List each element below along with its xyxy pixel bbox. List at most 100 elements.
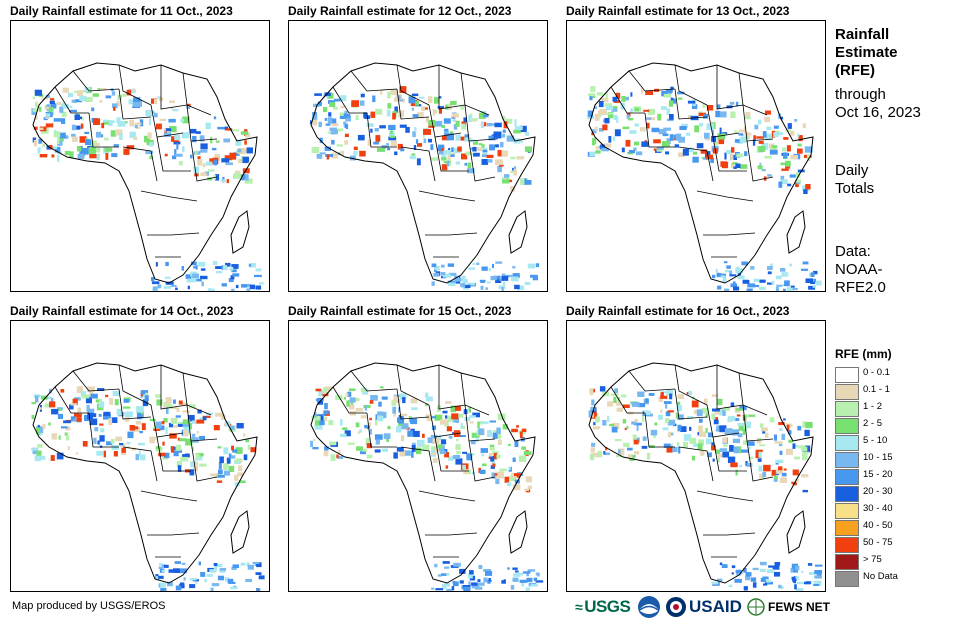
rain-cell	[760, 561, 767, 566]
rain-cell	[733, 447, 739, 454]
rain-cell	[42, 423, 46, 429]
rain-cell	[732, 438, 740, 444]
rain-cell	[363, 112, 368, 118]
rain-cell	[174, 134, 181, 141]
rain-cell	[51, 154, 55, 158]
rain-cell	[349, 155, 356, 161]
rain-cell	[195, 265, 198, 270]
rain-cell	[177, 437, 181, 441]
legend-swatch	[835, 503, 859, 519]
rain-cell	[735, 469, 738, 476]
rain-cell	[763, 464, 771, 472]
rainfall-map	[566, 320, 826, 592]
rain-cell	[57, 140, 63, 146]
rain-cell	[415, 139, 419, 144]
rain-cell	[602, 420, 607, 426]
legend-swatch	[835, 469, 859, 485]
rain-cell	[649, 445, 655, 448]
rain-cell	[641, 445, 648, 449]
rain-cell	[706, 123, 715, 130]
rain-cell	[181, 402, 188, 407]
rain-cell	[460, 422, 463, 429]
rain-cell	[794, 478, 799, 482]
rain-cell	[34, 89, 42, 96]
rain-cell	[425, 396, 433, 402]
rain-cell	[247, 564, 254, 570]
rain-cell	[445, 104, 450, 110]
rain-cell	[512, 484, 521, 491]
rain-cell	[687, 100, 696, 104]
rain-cell	[359, 429, 362, 433]
rain-cell	[394, 151, 398, 156]
rain-cell	[665, 151, 669, 155]
legend-label: 5 - 10	[863, 435, 888, 446]
rain-cell	[215, 140, 220, 143]
rain-cell	[795, 565, 800, 571]
rain-cell	[521, 582, 525, 587]
rain-cell	[618, 449, 621, 454]
rain-cell	[360, 415, 367, 419]
rain-cell	[745, 111, 751, 118]
rain-cell	[514, 284, 520, 290]
rain-cell	[792, 469, 799, 476]
rain-cell	[600, 144, 606, 150]
rain-cell	[247, 444, 251, 450]
rain-cell	[103, 119, 109, 123]
madagascar-outline	[230, 210, 250, 254]
rain-cell	[516, 285, 525, 291]
rain-cell	[349, 397, 356, 403]
rain-cell	[432, 109, 435, 116]
rain-cell	[236, 423, 244, 429]
rain-cell	[166, 581, 173, 587]
rain-cell	[139, 430, 143, 434]
rain-cell	[311, 119, 318, 126]
rain-cell	[611, 106, 618, 109]
rain-cell	[815, 564, 823, 567]
rain-cell	[639, 127, 646, 132]
rain-cell	[187, 415, 195, 422]
rain-cell	[602, 124, 608, 131]
legend-label: 50 - 75	[863, 537, 893, 548]
rain-cell	[151, 98, 157, 104]
rain-cell	[589, 388, 594, 396]
rain-cell	[805, 421, 813, 429]
rain-cell	[147, 132, 152, 139]
rain-cell	[367, 139, 371, 146]
legend-item: 15 - 20	[835, 467, 925, 485]
rain-cell	[519, 579, 528, 583]
rain-cell	[372, 95, 376, 103]
rain-cell	[124, 417, 130, 422]
rain-cell	[145, 110, 153, 117]
rain-cell	[717, 133, 726, 140]
rain-cell	[480, 285, 484, 290]
rain-cell	[123, 148, 130, 155]
rain-cell	[133, 426, 139, 430]
rain-cell	[370, 128, 373, 133]
rain-cell	[381, 411, 387, 419]
rain-cell	[246, 562, 250, 567]
rain-cell	[437, 444, 443, 449]
rain-cell	[129, 119, 135, 127]
rain-cell	[244, 178, 253, 184]
rain-cell	[438, 434, 442, 440]
rain-cell	[111, 153, 118, 158]
rain-cell	[443, 150, 451, 155]
country-border	[54, 386, 89, 414]
rain-cell	[510, 170, 517, 173]
rain-cell	[126, 442, 131, 445]
rain-cell	[481, 453, 484, 457]
rain-cell	[761, 427, 768, 432]
rain-cell	[468, 115, 472, 122]
rain-cell	[720, 275, 725, 278]
rain-cell	[210, 473, 218, 477]
rain-cell	[386, 143, 389, 148]
rain-cell	[211, 583, 220, 587]
rain-cell	[618, 448, 625, 456]
rain-cell	[774, 562, 781, 566]
rain-cell	[590, 447, 595, 453]
rain-cell	[519, 431, 523, 438]
rain-cell	[759, 473, 765, 479]
rain-cell	[428, 96, 433, 103]
rain-cell	[314, 93, 322, 96]
rain-cell	[207, 288, 212, 291]
